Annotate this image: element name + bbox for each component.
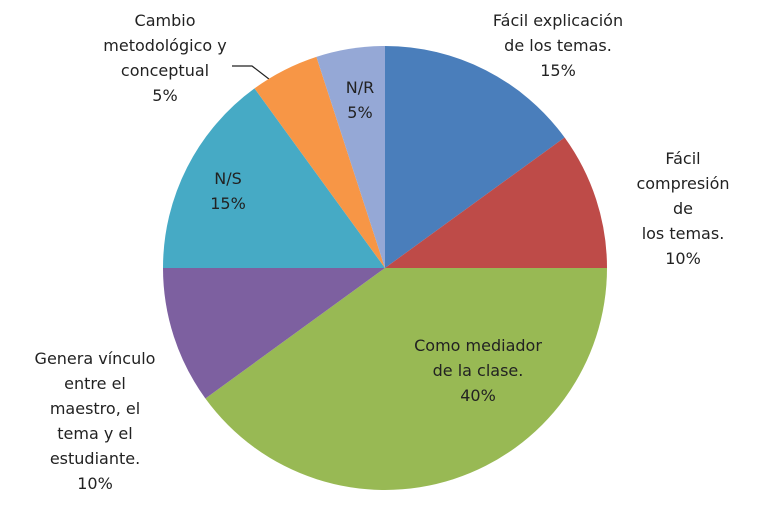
pie-slice xyxy=(205,268,607,490)
slice-label: Como mediador de la clase. 40% xyxy=(414,333,542,408)
category-label: Cambio metodológico y conceptual xyxy=(103,11,227,80)
category-label: N/S xyxy=(214,169,242,188)
category-label: Fácil compresión de los temas. xyxy=(636,149,730,243)
value-label: 10% xyxy=(77,474,113,493)
value-label: 5% xyxy=(152,86,178,105)
value-label: 5% xyxy=(347,103,373,122)
slice-label: Fácil explicación de los temas. 15% xyxy=(493,8,623,83)
category-label: N/R xyxy=(345,78,375,97)
category-label: Fácil explicación de los temas. xyxy=(492,11,624,55)
slice-label: Fácil compresión de los temas. 10% xyxy=(636,146,729,271)
pie-slice xyxy=(385,46,565,268)
pie-slice xyxy=(254,56,385,269)
category-label: Como mediador de la clase. xyxy=(414,336,542,380)
slice-label: N/S 15% xyxy=(210,166,246,216)
slice-label: Genera vínculo entre el maestro, el tema… xyxy=(35,346,156,496)
pie-slice xyxy=(316,46,385,268)
category-label: Genera vínculo entre el maestro, el tema… xyxy=(34,349,156,468)
pie-slice xyxy=(163,88,385,268)
pie-slice xyxy=(385,137,607,268)
pie-slice xyxy=(163,268,385,399)
value-label: 15% xyxy=(540,61,576,80)
value-label: 15% xyxy=(210,194,246,213)
slice-label: N/R 5% xyxy=(346,75,374,125)
slice-label: Cambio metodológico y conceptual 5% xyxy=(103,8,226,108)
value-label: 10% xyxy=(665,249,701,268)
value-label: 40% xyxy=(460,386,496,405)
